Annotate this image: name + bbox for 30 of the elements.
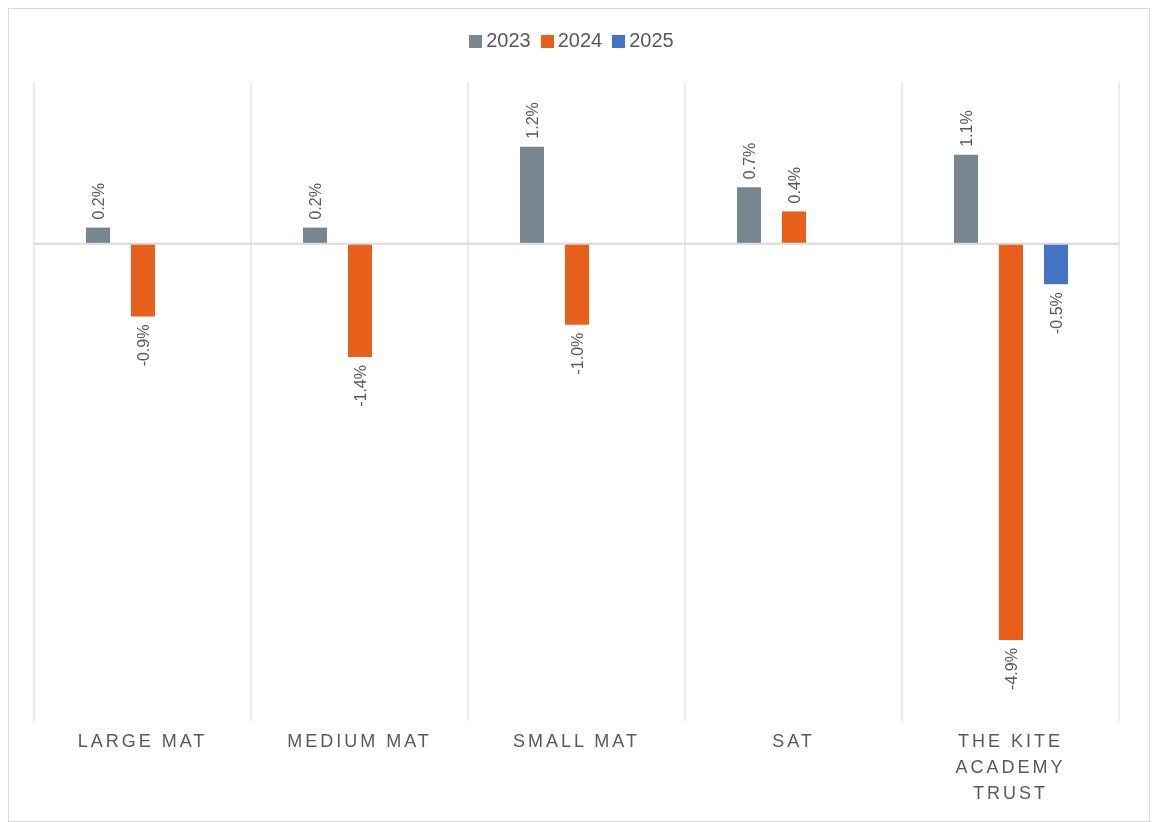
- bar: [565, 243, 589, 325]
- bar: [999, 243, 1023, 641]
- data-label: 1.1%: [958, 110, 975, 147]
- x-tick-label: MEDIUM MAT: [287, 731, 432, 751]
- data-label: -4.9%: [1003, 648, 1020, 690]
- data-label: 0.2%: [307, 183, 324, 220]
- data-label: 0.4%: [786, 166, 803, 204]
- bar: [737, 187, 761, 244]
- bar: [1044, 243, 1068, 285]
- bar: [303, 227, 327, 244]
- legend-label: 2023: [486, 29, 531, 51]
- legend-label: 2025: [629, 29, 674, 51]
- data-label: 1.2%: [524, 102, 541, 139]
- bar: [782, 211, 806, 244]
- data-label: 0.2%: [90, 183, 107, 220]
- data-label: -1.4%: [352, 365, 369, 407]
- bar: [348, 243, 372, 358]
- data-label: -0.5%: [1048, 292, 1065, 335]
- data-label: -0.9%: [135, 324, 152, 367]
- bar: [520, 146, 544, 244]
- x-tick-label: THE KITE ACADEMY TRUST: [955, 731, 1066, 803]
- x-tick-label: SAT: [772, 731, 815, 751]
- data-label: -1.0%: [569, 332, 586, 375]
- x-tick-label: LARGE MAT: [77, 731, 208, 751]
- bar: [131, 243, 155, 317]
- data-label: 0.7%: [741, 142, 758, 180]
- legend-label: 2024: [557, 29, 603, 51]
- x-tick-label: SMALL MAT: [512, 731, 641, 751]
- bar: [86, 227, 110, 244]
- bar: [954, 154, 978, 244]
